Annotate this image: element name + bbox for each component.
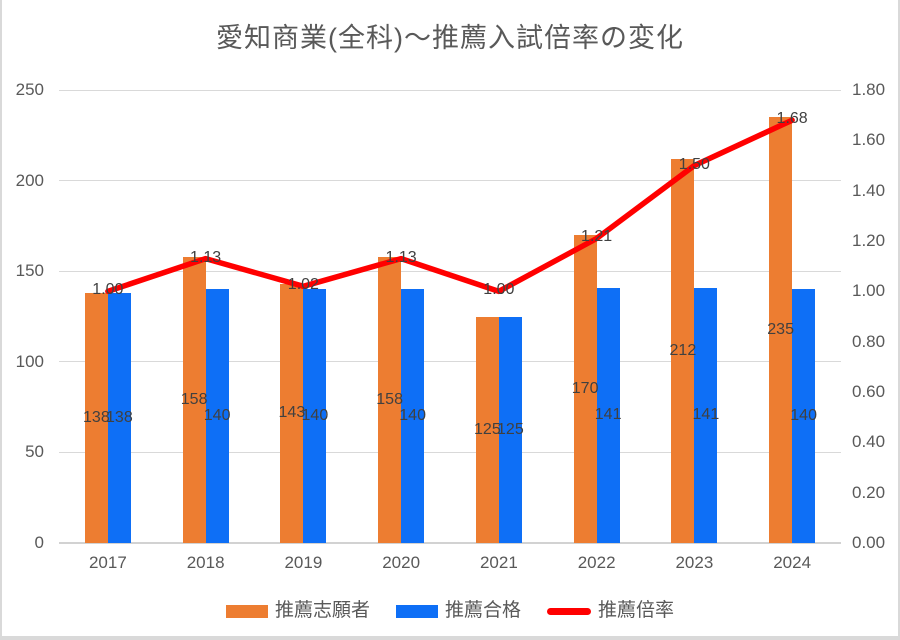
legend-label-accepted: 推薦合格 <box>444 600 521 621</box>
data-label-applicants-2018: 158 <box>180 390 208 408</box>
bar-accepted-2017 <box>107 292 131 543</box>
data-label-accepted-2023: 141 <box>692 406 720 424</box>
data-label-accepted-2024: 140 <box>790 407 817 425</box>
data-label-ratio-2018: 1.13 <box>190 248 222 266</box>
x-axis-label: 2018 <box>186 553 225 572</box>
bar-accepted-2021 <box>498 316 522 543</box>
bar-accepted-2020 <box>401 289 425 543</box>
data-label-accepted-2020: 140 <box>399 407 426 425</box>
window-edge-right <box>898 0 900 640</box>
bar-accepted-2018 <box>205 289 229 543</box>
data-label-ratio-2019: 1.02 <box>287 276 319 294</box>
left-axis-tick: 200 <box>15 170 44 190</box>
bar-applicants-2021 <box>475 316 499 543</box>
right-axis-tick: 1.20 <box>852 231 886 250</box>
x-axis-label: 2023 <box>675 553 714 572</box>
data-label-accepted-2018: 140 <box>203 407 231 425</box>
right-axis-tick: 1.00 <box>852 281 886 301</box>
x-axis-label: 2019 <box>284 553 323 572</box>
bar-applicants-2022 <box>573 234 597 543</box>
right-axis-tick: 0.80 <box>852 331 886 351</box>
bar-applicants-2020 <box>378 256 402 543</box>
left-axis-tick: 50 <box>25 442 44 462</box>
right-axis-tick: 1.40 <box>852 180 886 200</box>
legend: 推薦志願者 推薦合格 推薦倍率 <box>0 597 900 625</box>
data-label-accepted-2019: 140 <box>301 407 329 425</box>
bar-accepted-2023 <box>694 287 718 543</box>
right-axis-tick: 0.00 <box>852 533 886 552</box>
chart-title: 愛知商業(全科)～推薦入試倍率の変化 <box>216 23 684 53</box>
x-axis-label: 2021 <box>479 553 518 572</box>
data-label-applicants-2023: 212 <box>669 341 697 359</box>
bar-accepted-2019 <box>303 289 327 543</box>
data-label-ratio-2024: 1.68 <box>776 110 808 128</box>
window-edge-bottom <box>0 636 900 640</box>
left-axis-tick: 0 <box>34 533 44 552</box>
data-label-accepted-2017: 138 <box>106 408 133 426</box>
right-axis-tick: 0.60 <box>852 382 886 401</box>
right-axis-tick: 0.40 <box>852 432 886 452</box>
bar-applicants-2017 <box>84 292 108 543</box>
window-edge-left <box>0 0 2 640</box>
left-axis-tick: 150 <box>15 261 44 281</box>
x-axis-label: 2024 <box>773 553 812 572</box>
bar-applicants-2019 <box>280 283 304 543</box>
legend-item-ratio: 推薦倍率 <box>547 599 674 623</box>
gridline <box>59 270 841 272</box>
gridline <box>59 89 841 91</box>
data-label-accepted-2022: 141 <box>594 406 622 424</box>
data-label-ratio-2017: 1.00 <box>92 281 124 299</box>
data-label-ratio-2022: 1.21 <box>581 228 613 246</box>
bar-accepted-2024 <box>792 289 816 543</box>
right-axis-tick: 0.20 <box>852 482 886 502</box>
legend-swatch-ratio-line-icon <box>547 607 591 615</box>
left-axis-tick: 100 <box>15 351 44 371</box>
x-axis-label: 2017 <box>88 553 127 572</box>
data-label-applicants-2019: 143 <box>278 404 306 422</box>
x-axis-label: 2020 <box>382 553 421 572</box>
legend-item-applicants: 推薦志願者 <box>225 599 370 623</box>
data-label-applicants-2022: 170 <box>571 379 599 397</box>
bar-applicants-2018 <box>182 256 206 543</box>
data-label-applicants-2024: 235 <box>767 321 794 339</box>
data-label-ratio-2023: 1.50 <box>678 155 710 173</box>
gridline <box>59 180 841 182</box>
data-label-applicants-2020: 158 <box>376 390 403 408</box>
data-label-ratio-2021: 1.00 <box>483 281 515 299</box>
bar-accepted-2022 <box>596 287 620 543</box>
legend-label-ratio: 推薦倍率 <box>598 600 675 621</box>
x-axis-label: 2022 <box>577 553 616 572</box>
legend-item-accepted: 推薦合格 <box>395 599 521 623</box>
data-label-accepted-2021: 125 <box>497 420 524 438</box>
data-label-applicants-2017: 138 <box>83 408 110 426</box>
legend-swatch-applicants-icon <box>225 604 268 618</box>
left-axis-tick: 250 <box>15 80 44 99</box>
gridline <box>59 361 841 363</box>
right-axis-tick: 1.80 <box>852 80 886 99</box>
legend-swatch-accepted-icon <box>395 604 438 618</box>
x-axis-line <box>59 542 841 544</box>
data-label-ratio-2020: 1.13 <box>385 248 417 266</box>
data-label-applicants-2021: 125 <box>474 420 501 438</box>
right-axis-tick: 1.60 <box>852 130 886 150</box>
gridline <box>59 451 841 453</box>
legend-label-applicants: 推薦志願者 <box>274 600 370 621</box>
